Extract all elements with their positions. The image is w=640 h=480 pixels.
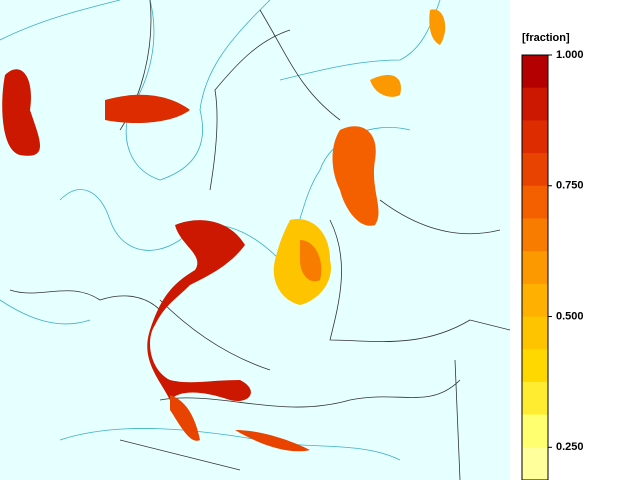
border <box>119 199 501 480</box>
coastline <box>0 0 271 181</box>
field-patch <box>332 126 379 226</box>
map-background <box>0 0 510 480</box>
colorbar-band <box>522 316 548 350</box>
border <box>9 219 511 371</box>
field-patch <box>2 69 41 156</box>
colorbar-tick-label: 1.000 <box>556 49 584 61</box>
colorbar-band <box>522 87 548 121</box>
colorbar-band <box>522 447 548 480</box>
fraction-field <box>2 9 446 452</box>
colorbar-band <box>522 55 548 89</box>
field-patch <box>300 240 322 282</box>
field-patch <box>105 94 190 123</box>
colorbar-label: [fraction] <box>522 32 570 44</box>
colorbar-band <box>522 185 548 219</box>
colorbar-band <box>522 349 548 383</box>
colorbar-frame <box>521 54 549 480</box>
borders <box>9 0 511 480</box>
colorbar-tick-label: 0.250 <box>556 441 584 453</box>
colorbar-band <box>522 414 548 448</box>
colorbar-band <box>522 218 548 252</box>
colorbar-band <box>522 283 548 318</box>
colorbar-tick-label: 0.500 <box>556 310 584 322</box>
coastline <box>59 127 411 261</box>
colorbar-band <box>522 251 548 285</box>
coastline <box>279 0 441 81</box>
field-patch <box>370 9 446 97</box>
field-patch <box>147 220 251 401</box>
colorbar-tick-label: 0.750 <box>556 180 584 192</box>
colorbar-band <box>522 120 548 154</box>
colorbar-band <box>522 381 548 416</box>
colorbar-band <box>522 153 548 187</box>
field-patch <box>170 395 310 452</box>
